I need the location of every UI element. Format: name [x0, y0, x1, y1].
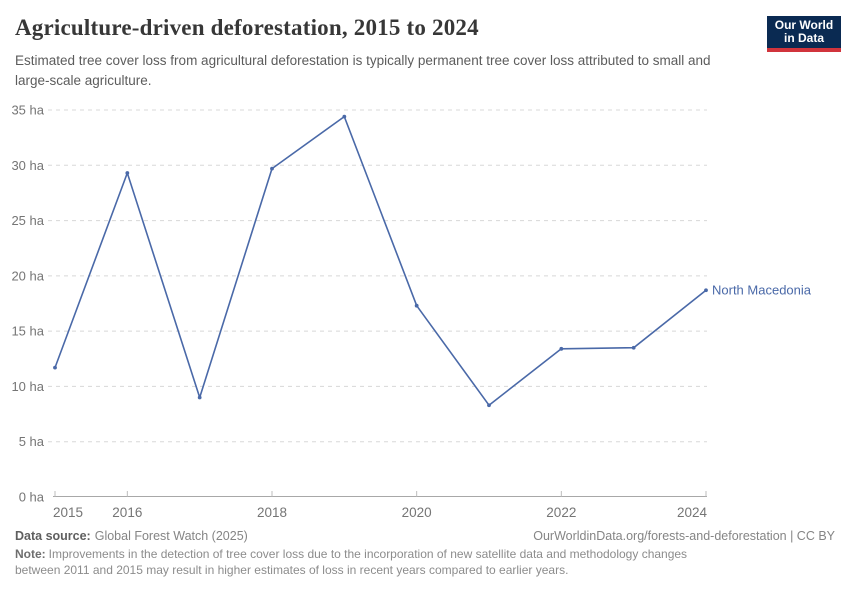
data-point — [414, 303, 419, 308]
data-point — [270, 166, 274, 171]
data-point — [487, 403, 491, 408]
y-axis-label: 5 ha — [19, 434, 45, 449]
owid-logo[interactable]: Our World in Data — [767, 16, 841, 52]
chart-note: Note: Improvements in the detection of tr… — [15, 547, 727, 578]
logo-line-2: in Data — [783, 31, 824, 45]
x-axis-label: 2018 — [257, 505, 287, 520]
y-axis-label: 15 ha — [11, 324, 44, 339]
y-axis-label: 30 ha — [11, 158, 44, 173]
series-line — [54, 115, 707, 407]
data-source-text: Global Forest Watch (2025) — [94, 529, 248, 543]
data-point — [342, 114, 347, 119]
x-axis-label: 2022 — [546, 505, 576, 520]
y-axis-label: 35 ha — [11, 103, 44, 118]
x-axis-label: 2015 — [53, 505, 83, 520]
data-point — [53, 365, 57, 370]
data-source: Data source: Global Forest Watch (2025) — [15, 529, 248, 543]
data-point — [559, 346, 564, 351]
page-title: Agriculture-driven deforestation, 2015 t… — [15, 15, 479, 40]
data-source-label: Data source: — [15, 529, 91, 543]
logo-line-1: Our World — [774, 18, 834, 32]
y-axis-label: 20 ha — [11, 268, 44, 283]
x-axis-label: 2016 — [112, 505, 142, 520]
x-axis-label: 2024 — [677, 505, 708, 520]
data-point — [197, 395, 202, 400]
data-point — [631, 345, 636, 350]
chart-subtitle: Estimated tree cover loss from agricultu… — [15, 53, 711, 88]
note-label: Note: — [15, 547, 46, 561]
citation-link[interactable]: OurWorldinData.org/forests-and-deforesta… — [533, 529, 835, 543]
y-axis-label: 0 ha — [19, 490, 45, 505]
series-label-north-macedonia[interactable]: North Macedonia — [712, 283, 812, 298]
y-axis-label: 25 ha — [11, 213, 44, 228]
data-point — [704, 288, 708, 293]
note-text: Improvements in the detection of tree co… — [15, 547, 688, 577]
data-point — [125, 171, 130, 175]
x-axis-label: 2020 — [402, 505, 432, 520]
y-axis-label: 10 ha — [11, 379, 44, 394]
